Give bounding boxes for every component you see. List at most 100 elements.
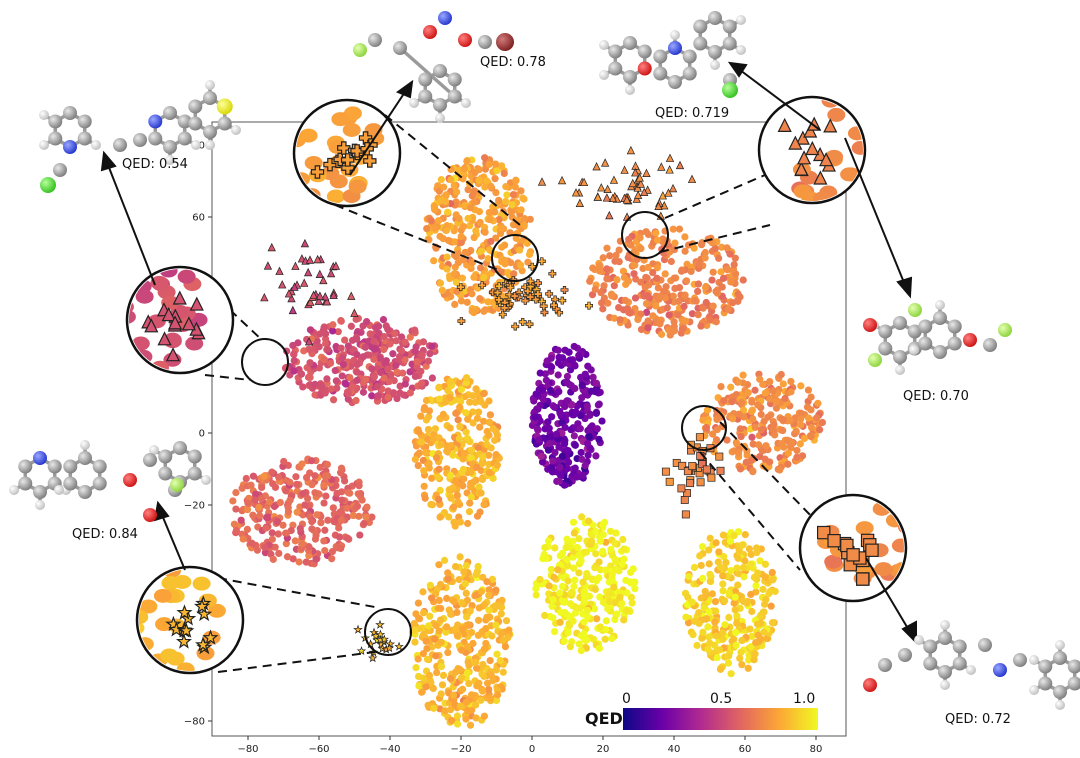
scatter-point [610,314,618,322]
x-tick-label: 80 [810,744,823,755]
scatter-point [359,353,367,361]
y-tick-label: −80 [184,717,205,728]
scatter-point [587,387,595,395]
scatter-point [517,206,525,214]
scatter-point [466,499,474,507]
scatter-point [593,425,601,433]
scatter-point [463,642,471,651]
scatter-point [818,418,827,427]
scatter-point [612,565,620,574]
scatter-point [483,578,491,586]
scatter-point [432,454,441,462]
scatter-point [523,239,531,247]
scatter-point [719,274,728,282]
scatter-point [573,473,581,481]
scatter-point [417,438,425,446]
x-tick-label: −20 [450,744,471,755]
scatter-point [478,687,487,695]
scatter-point [738,541,746,549]
scatter-point [349,383,357,391]
annotation-bottom-right: QED: 0.72 [945,712,1011,727]
scatter-point [766,587,774,596]
highlighted-point [263,261,273,270]
scatter-point [708,590,716,598]
scatter-point [699,628,707,636]
highlighted-point [506,283,515,292]
scatter-point [335,533,344,541]
highlighted-point [620,165,629,174]
scatter-point [670,274,678,282]
scatter-point [418,688,426,696]
scatter-point [444,208,452,216]
scatter-point [675,225,684,233]
scatter-point [341,336,349,344]
scatter-point [542,554,550,563]
scatter-point [323,375,331,383]
scatter-point [390,389,398,397]
scatter-point [368,513,376,521]
scatter-point [354,490,362,498]
scatter-point [783,436,792,444]
scatter-point [566,356,574,364]
scatter-point [323,460,331,469]
scatter-point [485,431,493,439]
scatter-point [391,330,399,338]
scatter-point [239,535,247,543]
scatter-point [453,491,461,499]
scatter-point [535,436,543,444]
x-axis: −80 −60 −40 −20 0 20 40 60 80 [237,736,822,755]
scatter-point [438,286,446,294]
colorbar: QED 0 0.5 1.0 [585,691,818,730]
highlighted-point [600,158,610,167]
scatter-point [606,562,615,570]
highlighted-point [794,161,809,176]
scatter-point [420,630,428,639]
scatter-point [329,321,337,329]
scatter-point [563,556,571,564]
scatter-point [706,639,714,647]
scatter-point [230,520,238,528]
scatter-point [798,452,807,460]
scatter-point [729,415,737,423]
scatter-point [480,417,488,425]
scatter-point [479,660,487,669]
scatter-point [731,606,739,614]
highlighted-point [550,301,558,310]
scatter-point [509,190,517,199]
scatter-point [410,626,419,634]
scatter-point [786,416,794,425]
highlighted-point [533,290,542,298]
scatter-point [444,569,452,577]
scatter-point [464,658,472,666]
scatter-point [720,552,728,561]
scatter-point [558,354,567,362]
scatter-point [456,702,465,710]
highlighted-point [353,624,363,634]
scatter-point [306,373,314,382]
scatter-point [754,569,762,577]
scatter-point [469,392,477,400]
scatter-point [443,594,451,603]
scatter-point [629,565,637,573]
lens-point [342,122,361,137]
scatter-point [334,328,342,336]
scatter-point [624,277,633,285]
molecule-renderings [9,11,1080,710]
scatter-point [419,609,428,617]
scatter-point [608,292,616,300]
highlighted-point [493,288,502,297]
highlighted-point [350,144,364,158]
scatter-point [389,350,397,358]
scatter-point [417,412,425,420]
scatter-point [727,278,735,286]
scatter-point [539,395,548,404]
scatter-point [727,670,735,678]
scatter-point [455,435,463,443]
scatter-point [769,386,777,395]
scatter-point [715,254,723,262]
scatter-point [724,305,732,313]
scatter-point [457,238,465,246]
scatter-point [547,386,555,394]
highlighted-point [687,174,697,183]
scatter-point [370,373,379,381]
